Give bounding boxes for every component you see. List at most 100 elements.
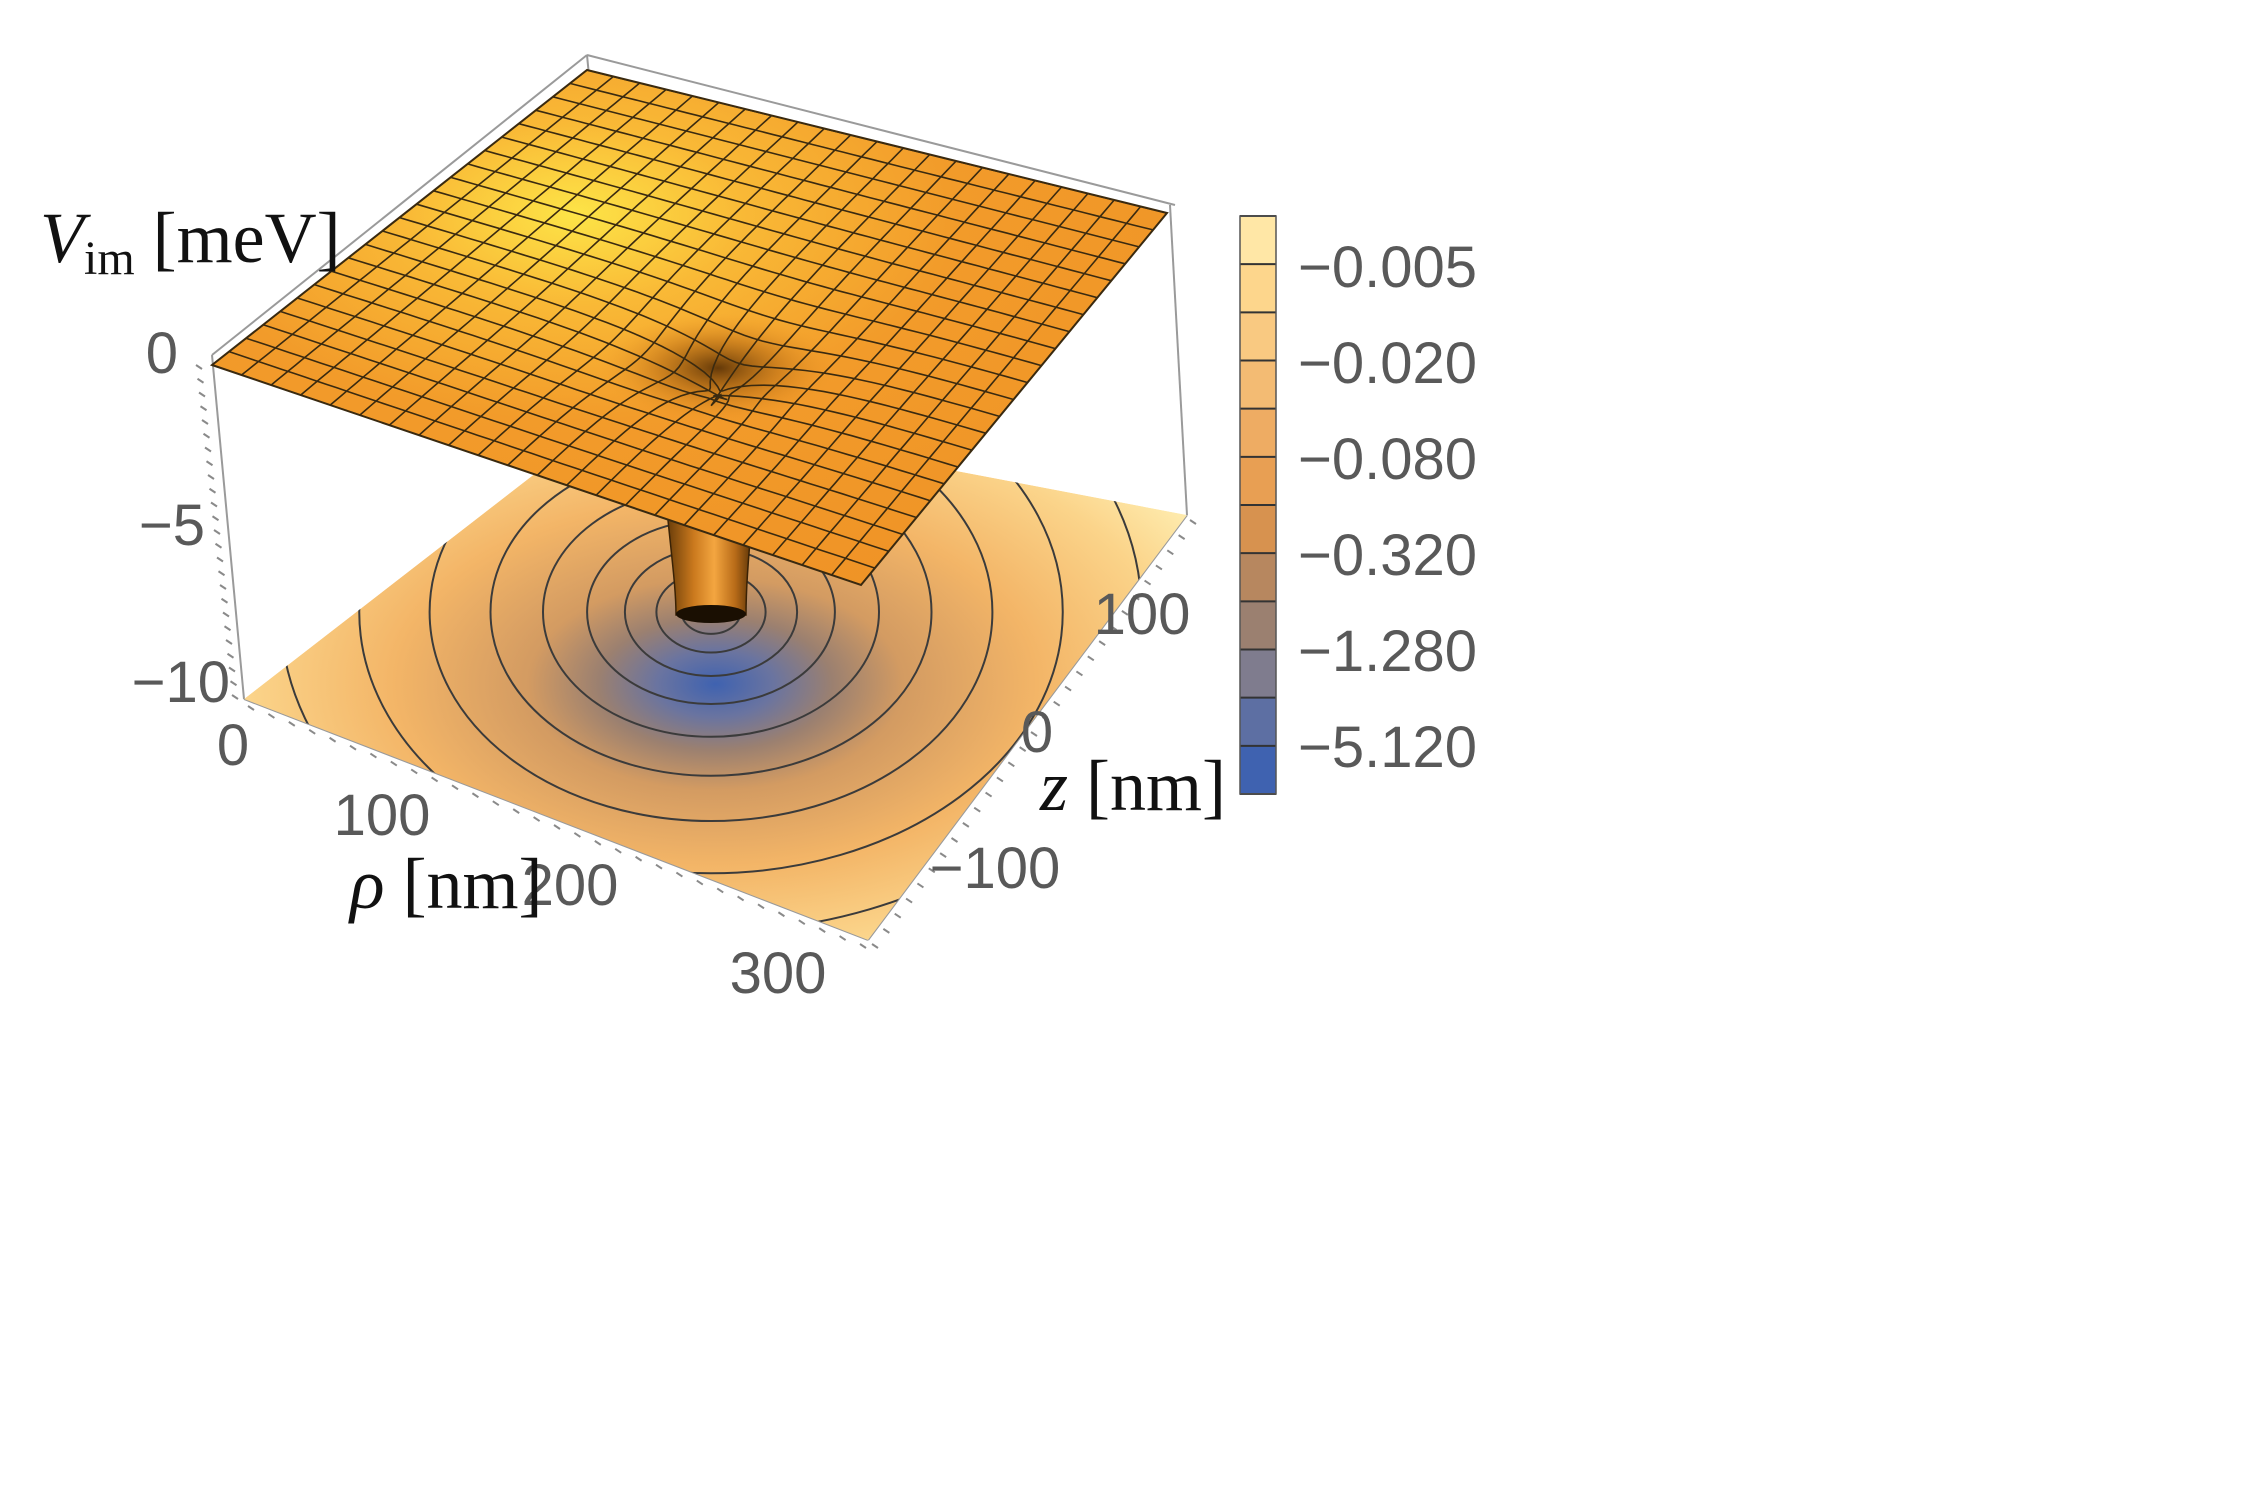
axis-minor-tick: [1166, 549, 1174, 556]
z-tick-label: −5: [139, 493, 205, 558]
axis-minor-tick: [939, 852, 947, 858]
axis-minor-tick: [871, 943, 879, 949]
colorbar-band: [1240, 601, 1276, 650]
mesh-line: [484, 149, 1084, 316]
z-axis-symbol: V: [40, 198, 91, 278]
axis-minor-tick: [228, 666, 236, 673]
axis-minor-tick: [308, 728, 316, 735]
axis-minor-tick: [267, 713, 275, 719]
axis-minor-tick: [220, 597, 229, 604]
axis-minor-tick: [675, 871, 683, 878]
contour-line: [428, 407, 994, 823]
mesh-line: [399, 216, 1014, 401]
axis-minor-tick: [1041, 716, 1049, 722]
rho-axis-unit: [nm]: [403, 844, 543, 924]
axis-minor-tick: [996, 776, 1004, 783]
axis-minor-tick: [553, 824, 561, 830]
colorbar-band: [1240, 697, 1276, 747]
axis-minor-tick: [533, 816, 541, 822]
colorbar-band: [1240, 360, 1276, 410]
axis-minor-tick: [219, 584, 227, 590]
mesh-line: [860, 212, 1167, 585]
axis-minor-tick: [205, 460, 214, 467]
axis-minor-tick: [894, 912, 902, 919]
mesh-line: [595, 154, 931, 496]
axis-minor-tick: [223, 625, 232, 632]
axis-minor-tick: [198, 391, 206, 398]
axis-minor-tick: [369, 752, 377, 759]
z-tick-label: −10: [132, 650, 230, 715]
axis-minor-tick: [329, 736, 337, 743]
axis-minor-tick: [1121, 610, 1129, 616]
axis-minor-tick: [349, 744, 357, 751]
axis-minor-tick: [216, 556, 224, 563]
axis-minor-tick: [451, 784, 459, 791]
mesh-line: [771, 192, 1089, 556]
colorbar-band: [1240, 553, 1276, 602]
zc-axis-symbol: z: [1039, 746, 1068, 826]
axis-minor-tick: [737, 895, 745, 902]
surface-top: [209, 68, 1169, 587]
colorbar-band: [1240, 264, 1276, 313]
axis-minor-tick: [1064, 685, 1072, 692]
axis-minor-tick: [213, 529, 221, 535]
rho-axis-symbol: ρ: [348, 844, 385, 924]
axis-minor-tick: [1189, 519, 1197, 525]
axis-minor-tick: [202, 432, 211, 439]
colorbar-band: [1240, 408, 1276, 458]
axis-minor-tick: [985, 791, 993, 798]
contour-line: [358, 407, 1064, 875]
colorbar-frame: [1239, 215, 1277, 795]
axis-minor-tick: [839, 935, 847, 941]
axis-minor-tick: [635, 855, 643, 862]
axis-minor-tick: [1132, 594, 1140, 601]
colorbar-tick-label: −0.020: [1298, 331, 1477, 396]
axis-minor-tick: [207, 474, 215, 480]
mesh-line: [742, 186, 1063, 546]
colorbar-band: [1240, 216, 1276, 265]
axis-minor-tick: [222, 611, 230, 618]
rho-tick-label: 200: [522, 853, 619, 918]
axis-minor-tick: [201, 419, 209, 425]
colorbar-band: [1240, 649, 1276, 699]
axis-minor-tick: [195, 364, 203, 370]
axis-minor-tick: [1007, 761, 1015, 768]
colorbar-band: [1240, 312, 1276, 361]
mesh-line: [518, 122, 1112, 282]
axis-minor-tick: [757, 903, 765, 910]
axis-minor-tick: [431, 776, 439, 783]
axis-minor-tick: [1075, 670, 1083, 677]
axis-minor-tick: [916, 882, 924, 889]
colorbar-tick-label: −0.005: [1298, 235, 1477, 300]
colorbar: −0.005 −0.020 −0.080 −0.320 −1.280 −5.12…: [1239, 215, 1477, 795]
zc-axis-label: z [nm]: [1039, 746, 1226, 826]
axis-minor-tick: [217, 570, 226, 577]
mesh-line: [450, 176, 1056, 350]
colorbar-band: [1240, 505, 1276, 554]
rho-tick-label: 100: [334, 783, 431, 848]
axis-minor-tick: [410, 768, 418, 775]
axis-minor-tick: [928, 867, 936, 874]
axis-minor-tick: [573, 832, 581, 838]
rho-axis-label: ρ [nm]: [348, 844, 543, 924]
axis-minor-tick: [777, 911, 785, 918]
axis-minor-tick: [288, 721, 296, 727]
zc-axis-ticks: 100 0 −100: [930, 582, 1191, 901]
axis-minor-tick: [247, 705, 255, 711]
axis-minor-tick: [226, 652, 235, 659]
axis-minor-tick: [798, 919, 806, 926]
colorbar-ticks: −0.005 −0.020 −0.080 −0.320 −1.280 −5.12…: [1298, 235, 1477, 780]
axis-minor-tick: [1087, 655, 1095, 662]
axis-minor-tick: [229, 680, 238, 687]
zc-axis-unit: [nm]: [1086, 746, 1226, 826]
mesh-line: [624, 160, 957, 506]
colorbar-band: [1240, 745, 1276, 795]
mesh-line: [830, 205, 1142, 576]
axis-minor-tick: [950, 837, 959, 843]
z-axis-unit: [meV]: [153, 198, 341, 278]
colorbar-tick-label: −0.080: [1298, 427, 1477, 492]
axis-minor-tick: [211, 515, 220, 522]
colorbar-tick-label: −1.280: [1298, 619, 1477, 684]
rho-tick-label: 300: [730, 941, 827, 1006]
